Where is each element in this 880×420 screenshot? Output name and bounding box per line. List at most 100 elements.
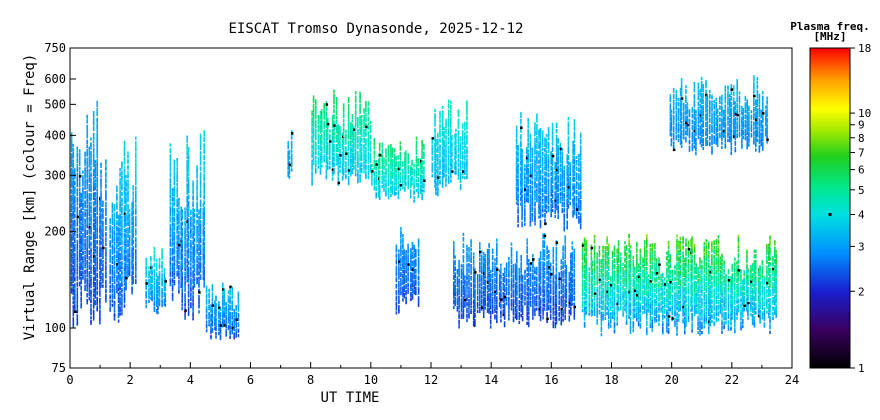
- echo-point: [192, 260, 194, 264]
- echo-point: [337, 143, 340, 147]
- echo-point: [105, 252, 107, 256]
- echo-point: [462, 154, 464, 158]
- echo-point: [121, 248, 123, 252]
- echo-point: [500, 303, 502, 307]
- echo-point: [500, 319, 502, 323]
- echo-point: [229, 329, 231, 333]
- echo-point: [341, 171, 344, 175]
- echo-point: [150, 271, 152, 275]
- echo-point: [92, 203, 95, 207]
- echo-point: [181, 255, 183, 259]
- echo-point: [125, 184, 127, 188]
- trace-point: [480, 306, 484, 309]
- echo-point: [94, 244, 97, 248]
- echo-point: [223, 319, 226, 323]
- echo-point: [180, 242, 182, 246]
- echo-point: [78, 218, 81, 222]
- echo-point: [196, 204, 198, 208]
- echo-point: [351, 133, 354, 137]
- echo-point: [395, 290, 398, 294]
- echo-point: [378, 191, 380, 195]
- echo-point: [102, 240, 104, 245]
- echo-point: [196, 255, 198, 259]
- echo-point: [150, 277, 152, 281]
- echo-point: [176, 174, 178, 178]
- echo-point: [117, 252, 120, 256]
- echo-point: [417, 271, 420, 275]
- echo-point: [70, 226, 73, 230]
- echo-point: [187, 262, 190, 266]
- echo-point: [196, 194, 198, 198]
- echo-point: [76, 283, 79, 287]
- echo-point: [109, 271, 111, 275]
- echo-point: [455, 138, 457, 142]
- echo-point: [393, 171, 396, 175]
- echo-point: [86, 208, 88, 212]
- echo-point: [503, 321, 506, 325]
- echo-point: [415, 254, 417, 258]
- echo-point: [70, 152, 73, 156]
- echo-point: [205, 325, 208, 329]
- echo-point: [84, 180, 86, 184]
- echo-point: [345, 167, 347, 171]
- echo-point: [74, 206, 76, 210]
- echo-point: [514, 305, 517, 310]
- echo-point: [123, 172, 126, 176]
- echo-point: [125, 213, 127, 217]
- echo-point: [186, 159, 188, 163]
- echo-point: [287, 150, 289, 154]
- echo-point: [178, 266, 180, 270]
- echo-point: [202, 208, 205, 212]
- echo-point: [365, 128, 367, 132]
- echo-point: [354, 118, 357, 122]
- echo-point: [102, 260, 104, 264]
- echo-point: [381, 172, 384, 176]
- echo-point: [135, 199, 137, 204]
- echo-point: [514, 266, 517, 270]
- echo-point: [453, 255, 455, 259]
- echo-point: [121, 166, 123, 170]
- echo-point: [96, 140, 98, 144]
- echo-point: [184, 249, 186, 253]
- echo-point: [72, 292, 75, 296]
- echo-point: [164, 287, 167, 292]
- echo-point: [155, 258, 158, 262]
- echo-point: [514, 263, 517, 267]
- echo-point: [215, 322, 217, 327]
- echo-point: [488, 243, 490, 247]
- echo-point: [460, 306, 463, 310]
- echo-point: [496, 304, 498, 308]
- echo-point: [498, 301, 501, 305]
- echo-point: [218, 310, 220, 315]
- echo-point: [437, 169, 439, 173]
- echo-point: [514, 284, 517, 288]
- echo-point: [178, 237, 180, 241]
- echo-point: [345, 150, 347, 154]
- echo-point: [184, 307, 186, 311]
- echo-point: [74, 276, 76, 280]
- echo-point: [431, 164, 434, 168]
- echo-point: [176, 266, 178, 270]
- echo-point: [359, 110, 361, 114]
- echo-point: [173, 182, 176, 186]
- echo-point: [476, 291, 479, 295]
- echo-point: [453, 286, 455, 290]
- echo-point: [505, 288, 508, 293]
- echo-point: [462, 259, 465, 263]
- echo-point: [466, 251, 468, 255]
- echo-point: [335, 127, 338, 131]
- echo-point: [181, 259, 183, 263]
- echo-point: [402, 286, 404, 290]
- echo-point: [514, 277, 517, 281]
- echo-point: [148, 294, 150, 298]
- echo-point: [125, 205, 127, 209]
- echo-point: [350, 173, 352, 177]
- echo-point: [520, 274, 522, 278]
- echo-point: [199, 231, 202, 235]
- echo-point: [365, 133, 367, 137]
- echo-point: [512, 312, 515, 316]
- echo-point: [215, 325, 217, 330]
- echo-point: [315, 143, 317, 147]
- echo-point: [496, 242, 498, 246]
- echo-point: [96, 129, 98, 133]
